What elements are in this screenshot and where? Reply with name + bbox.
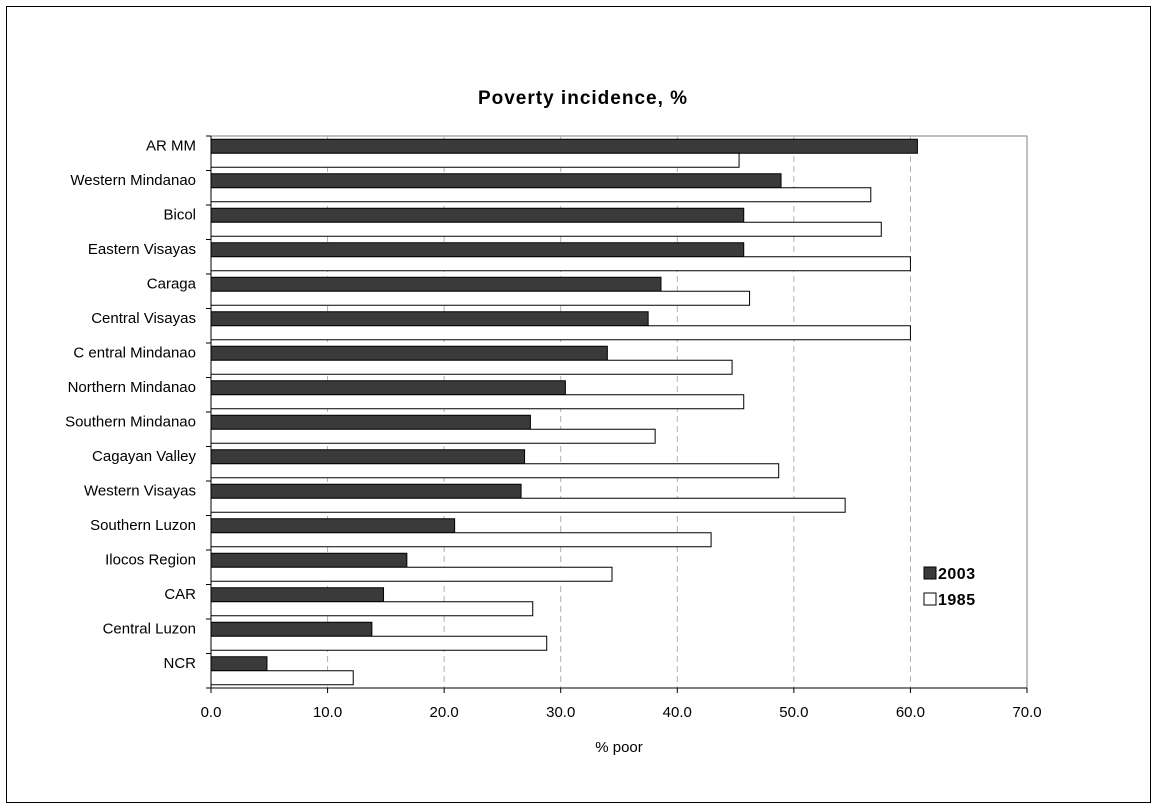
bar-2003 (210, 242, 745, 258)
axis-labels: 0.0 10.0 20.0 30.0 40.0 50.0 60.0 70.0 AR MM West… (65, 137, 1042, 721)
bar-2003 (210, 449, 526, 465)
category-label: Western Visayas (84, 482, 196, 499)
bar-1985 (210, 221, 882, 237)
x-tick-label: 50.0 (779, 704, 808, 721)
bar-1985 (210, 635, 548, 651)
x-tick-label: 0.0 (201, 704, 222, 721)
category-label: Cagayan Valley (92, 448, 196, 465)
x-tick-label: 70.0 (1012, 704, 1041, 721)
bar-1985 (210, 187, 872, 203)
bar-2003 (210, 483, 522, 499)
category-label: Ilocos Region (105, 551, 196, 568)
legend-swatch-2003 (923, 566, 937, 580)
bar-2003 (210, 656, 268, 672)
bar-2003 (210, 587, 385, 603)
bar-2003 (210, 138, 918, 154)
category-label: Eastern Visayas (88, 241, 196, 258)
x-axis-title: % poor (595, 739, 643, 756)
bar-1985 (210, 359, 733, 375)
bar-1985 (210, 532, 712, 548)
bar-1985 (210, 670, 354, 686)
bar-1985 (210, 290, 751, 306)
bar-2003 (210, 173, 782, 189)
category-label: Central Visayas (91, 310, 196, 327)
bar-2003 (210, 414, 531, 430)
bar-2003 (210, 345, 608, 361)
bar-1985 (210, 566, 613, 582)
category-label: Northern Mindanao (68, 379, 196, 396)
bar-1985 (210, 394, 745, 410)
x-tick-label: 30.0 (546, 704, 575, 721)
category-label: Southern Mindanao (65, 413, 196, 430)
category-label: CAR (164, 586, 196, 603)
bar-1985 (210, 428, 656, 444)
category-label: C entral Mindanao (73, 344, 196, 361)
category-label: Western Mindanao (70, 172, 196, 189)
bar-2003 (210, 276, 662, 292)
bar-2003 (210, 552, 408, 568)
category-label: AR MM (146, 137, 196, 154)
legend-label-1985: 1985 (938, 592, 976, 609)
category-label: Central Luzon (103, 620, 196, 637)
bar-1985 (210, 325, 911, 341)
bar-2003 (210, 380, 566, 396)
axes (206, 135, 1028, 693)
bar-2003 (210, 621, 373, 637)
category-label: Bicol (163, 206, 196, 223)
bar-1985 (210, 152, 740, 168)
bar-1985 (210, 256, 911, 272)
bar-2003 (210, 207, 745, 223)
legend-label-2003: 2003 (938, 566, 976, 583)
category-label: NCR (164, 655, 197, 672)
chart-title: Poverty incidence, % (478, 88, 688, 109)
bars (210, 138, 918, 686)
bar-1985 (210, 497, 846, 513)
legend: 2003 1985 (923, 566, 976, 609)
bar-2003 (210, 311, 649, 327)
legend-swatch-1985 (923, 592, 937, 606)
x-tick-label: 10.0 (313, 704, 342, 721)
x-tick-label: 60.0 (896, 704, 925, 721)
bar-1985 (210, 463, 780, 479)
bar-2003 (210, 518, 456, 534)
bar-1985 (210, 601, 534, 617)
category-label: Southern Luzon (90, 517, 196, 534)
x-tick-label: 20.0 (430, 704, 459, 721)
category-label: Caraga (147, 275, 197, 292)
x-tick-label: 40.0 (663, 704, 692, 721)
